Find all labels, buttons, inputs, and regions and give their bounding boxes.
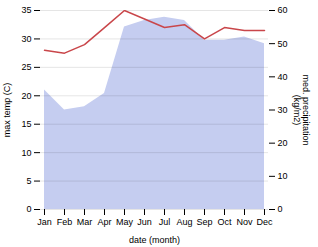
svg-text:40: 40 xyxy=(278,72,288,82)
svg-text:Jul: Jul xyxy=(159,217,171,227)
svg-text:Apr: Apr xyxy=(97,217,111,227)
svg-text:10: 10 xyxy=(278,171,288,181)
svg-text:0: 0 xyxy=(26,204,31,214)
svg-text:15: 15 xyxy=(21,119,31,129)
svg-text:25: 25 xyxy=(21,62,31,72)
svg-text:Jan: Jan xyxy=(37,217,52,227)
svg-text:med. precipitation(kg/m2): med. precipitation(kg/m2) xyxy=(292,74,311,145)
svg-text:date (month): date (month) xyxy=(129,235,180,245)
svg-text:Nov: Nov xyxy=(236,217,253,227)
svg-text:60: 60 xyxy=(278,5,288,15)
svg-text:0: 0 xyxy=(278,204,283,214)
svg-text:35: 35 xyxy=(21,5,31,15)
svg-text:30: 30 xyxy=(21,34,31,44)
svg-text:Oct: Oct xyxy=(217,217,232,227)
svg-text:50: 50 xyxy=(278,39,288,49)
svg-text:Sep: Sep xyxy=(196,217,212,227)
svg-text:30: 30 xyxy=(278,105,288,115)
svg-text:Feb: Feb xyxy=(57,217,73,227)
svg-text:Aug: Aug xyxy=(176,217,192,227)
svg-text:May: May xyxy=(116,217,134,227)
svg-text:10: 10 xyxy=(21,148,31,158)
svg-text:Mar: Mar xyxy=(77,217,93,227)
svg-text:20: 20 xyxy=(21,91,31,101)
svg-text:5: 5 xyxy=(26,176,31,186)
svg-text:Dec: Dec xyxy=(256,217,273,227)
svg-text:max temp (C): max temp (C) xyxy=(2,83,12,138)
svg-text:Jun: Jun xyxy=(137,217,152,227)
svg-text:20: 20 xyxy=(278,138,288,148)
